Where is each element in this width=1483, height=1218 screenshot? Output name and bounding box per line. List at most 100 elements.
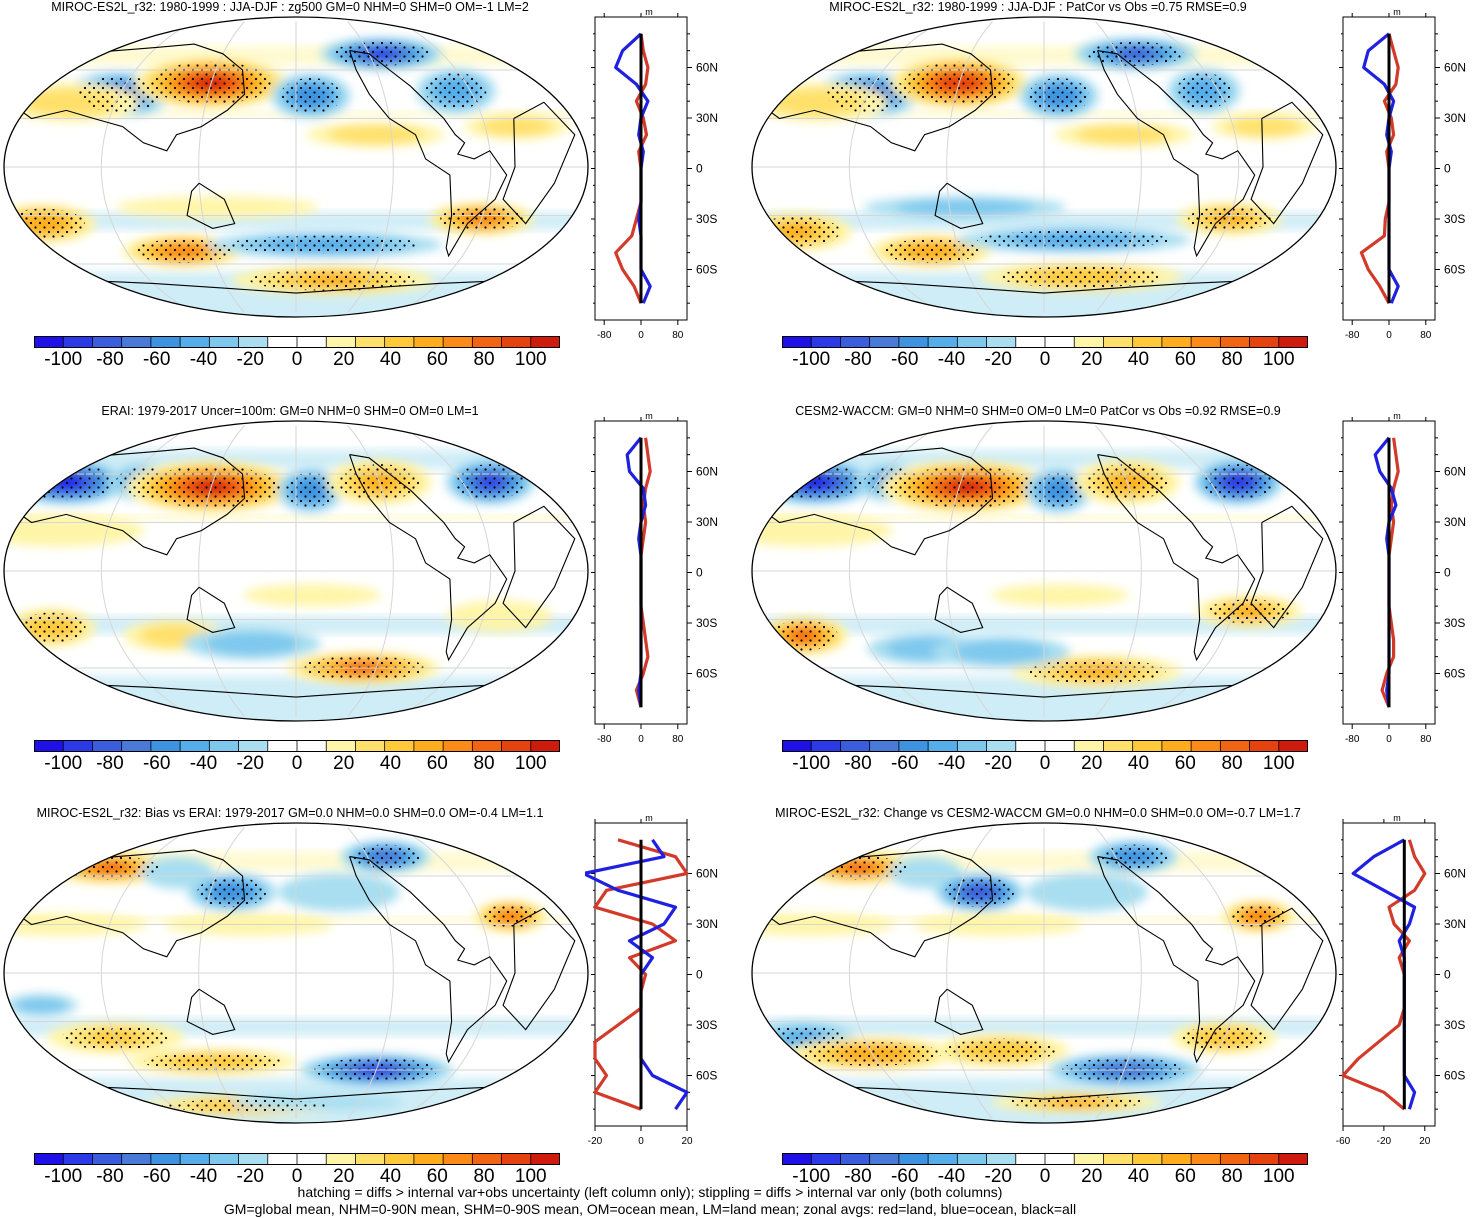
stippling (280, 77, 342, 114)
colorbar-swatch (63, 1153, 93, 1165)
colorbar-swatch (355, 740, 386, 752)
colorbar-swatch (1249, 1153, 1280, 1165)
colorbar-swatch (472, 740, 503, 752)
zonal-lat-label: 0 (696, 968, 703, 982)
colorbar-swatch (63, 740, 93, 752)
colorbar-tick-label: -80 (96, 1166, 124, 1187)
colorbar-tick-label: 100 (514, 753, 547, 774)
colorbar-tick-label: 80 (1221, 753, 1243, 774)
stippling (425, 73, 487, 110)
colorbar-tick-label: -60 (142, 1166, 171, 1187)
stippling (752, 216, 841, 247)
colorbar-swatch (92, 740, 123, 752)
colorbar (34, 336, 560, 348)
footer-line-2: GM=global mean, NHM=0-90N mean, SHM=0-90… (223, 1201, 1077, 1217)
stippling (945, 1038, 1056, 1063)
colorbar-tick-label: -40 (937, 753, 966, 774)
zonal-xtick-label: 0 (638, 330, 644, 341)
anomaly-blob (306, 881, 372, 904)
colorbar-swatch (1132, 336, 1163, 348)
zonal-unit-label: m (645, 7, 653, 17)
colorbar-swatch (1074, 740, 1104, 752)
zonal-lat-label: 60N (1444, 867, 1466, 881)
zonal-lat-label: 60S (696, 1069, 717, 1083)
map-border (3, 16, 589, 318)
colorbar (34, 740, 560, 752)
colorbar-tick-label: 100 (1262, 753, 1295, 774)
colorbar-swatch (92, 1153, 123, 1165)
zonal-lat-label: 30N (696, 111, 718, 125)
zonal-xtick-label: 0 (1386, 330, 1392, 341)
colorbar-tick-label: 100 (1262, 1166, 1295, 1187)
colorbar-tick-label: 60 (426, 753, 448, 774)
map-border (751, 16, 1337, 318)
zonal-lat-label: 60S (1444, 1069, 1465, 1083)
zonal-xtick-label: 0 (638, 734, 644, 745)
colorbar-swatch (782, 336, 812, 348)
colorbar-frame (782, 336, 1308, 348)
anomaly-blob (496, 120, 537, 133)
colorbar-swatch (1220, 740, 1251, 752)
colorbar-swatch (530, 1153, 560, 1165)
anomaly-blob (975, 644, 1027, 660)
colorbar-tick-label: -20 (984, 753, 1012, 774)
colorbar-swatch (472, 1153, 503, 1165)
zonal-lat-label: 30N (696, 917, 718, 931)
colorbar-tick-label: 40 (379, 1166, 402, 1187)
colorbar-tick-label: 60 (1174, 349, 1196, 370)
colorbar-tick-label: 40 (1127, 753, 1150, 774)
stippling (134, 239, 232, 264)
stippling (249, 269, 416, 291)
colorbar-swatch (530, 740, 560, 752)
colorbar-swatch (840, 740, 871, 752)
stippling (228, 235, 422, 254)
zonal-lat-label: 60N (696, 867, 718, 881)
stippling (1027, 659, 1166, 684)
colorbar-swatch (1103, 336, 1134, 348)
colorbar-tick-label: 60 (1174, 1166, 1196, 1187)
zonal-unit-label: m (1393, 813, 1401, 823)
zonal-mean-plot: m 60N 30N 0 30S 60S -20 0 20 (585, 813, 718, 1147)
colorbar-tick-label: -100 (44, 753, 83, 774)
colorbar-swatch (267, 1153, 298, 1165)
colorbar-swatch (413, 1153, 444, 1165)
stippling (897, 465, 1036, 508)
colorbar-swatch (150, 1153, 181, 1165)
zonal-lat-label: 30S (696, 616, 717, 630)
zonal-xtick-label: 80 (672, 734, 684, 745)
stippling (1203, 464, 1273, 501)
colorbar-swatch (1278, 740, 1308, 752)
colorbar-swatch (501, 336, 532, 348)
colorbar-swatch (267, 740, 298, 752)
colorbar-tick-label: 60 (1174, 753, 1196, 774)
colorbar-swatch (1191, 740, 1221, 752)
colorbar-swatch (238, 740, 269, 752)
zonal-lat-label: 30S (1444, 616, 1465, 630)
colorbar-tick-label: -40 (189, 753, 218, 774)
colorbar-tick-label: 100 (514, 349, 547, 370)
zonal-xtick-label: 80 (1420, 734, 1432, 745)
colorbar-swatch (1249, 336, 1280, 348)
colorbar-swatch (928, 740, 958, 752)
colorbar-swatch (1161, 740, 1192, 752)
zonal-xtick-label: -80 (597, 330, 612, 341)
graticule (752, 425, 1336, 717)
zonal-xtick-label: -80 (1345, 734, 1360, 745)
robinson-map (3, 16, 589, 318)
coastlines (20, 43, 576, 294)
colorbar-tick-label: 80 (1221, 349, 1243, 370)
colorbar-tick-label: -20 (236, 1166, 264, 1187)
stippling (766, 464, 864, 501)
colorbar-labels: -100 -80 -60 -40 -20 0 20 40 60 80 100 (34, 753, 560, 777)
colorbar-tick-label: 60 (426, 349, 448, 370)
colorbar-swatch (238, 336, 269, 348)
anomaly-blob (762, 521, 853, 541)
colorbar-swatch (443, 1153, 473, 1165)
colorbar (34, 1153, 560, 1165)
colorbar-tick-label: -80 (844, 1166, 872, 1187)
colorbar-swatch (1015, 740, 1046, 752)
map-border (751, 822, 1337, 1124)
zonal-xtick-label: -60 (1336, 1136, 1351, 1147)
stippling (482, 904, 538, 929)
robinson-map (751, 16, 1337, 318)
